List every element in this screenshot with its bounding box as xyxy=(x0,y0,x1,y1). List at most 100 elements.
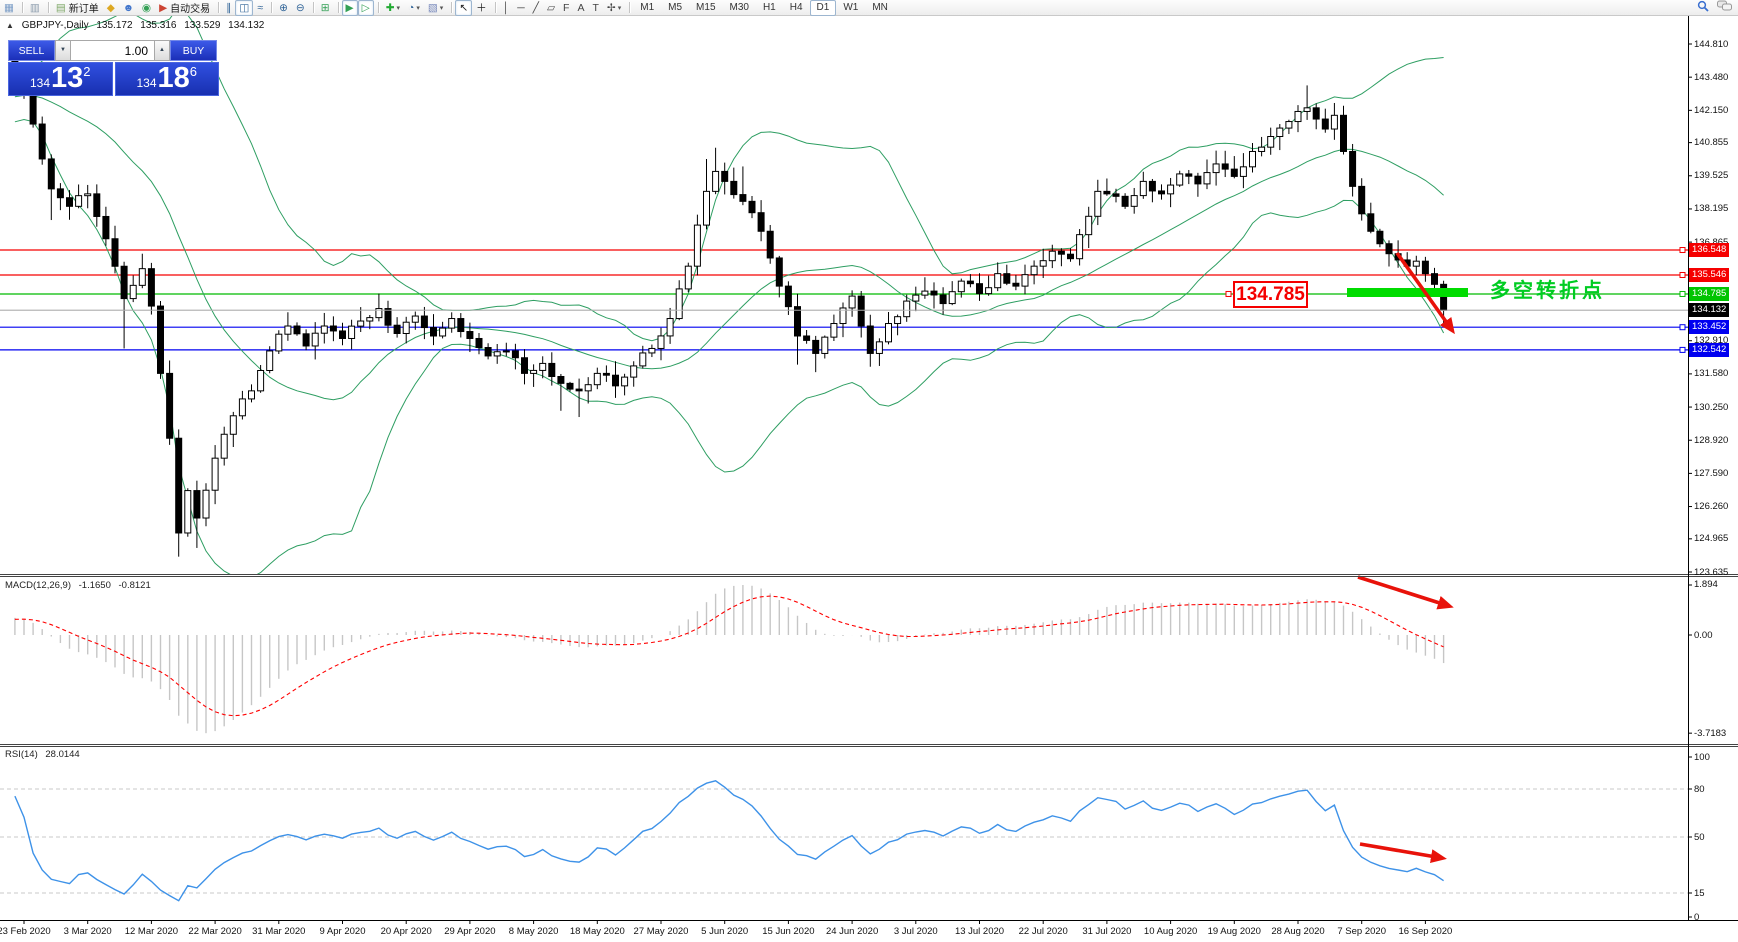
candle-body xyxy=(966,280,974,285)
candle-body xyxy=(175,437,183,534)
text-label-icon: T xyxy=(592,1,599,14)
tile-windows-button[interactable]: ⊞ xyxy=(317,0,334,16)
line-handle[interactable] xyxy=(1679,290,1686,297)
candle-body xyxy=(1148,180,1156,192)
new-order-button[interactable]: ▤ 新订单 xyxy=(52,0,103,16)
macd-down-arrow[interactable] xyxy=(1357,575,1454,610)
candle-body xyxy=(75,195,83,207)
data-window-button[interactable]: ▥ xyxy=(26,0,44,16)
turning-point-label[interactable]: 多空转折点 xyxy=(1490,280,1605,302)
zoom-in-button[interactable]: ⊕ xyxy=(275,0,292,16)
cursor-button[interactable]: ↖ xyxy=(455,0,473,16)
periods-button[interactable]: ◔ ▾ xyxy=(404,0,424,16)
price-pane[interactable] xyxy=(0,6,1688,578)
candle-body xyxy=(111,238,119,267)
ohlc-close: 134.132 xyxy=(228,20,265,31)
equidistant-channel-button[interactable]: ▱ xyxy=(543,0,559,16)
text-label-button[interactable]: T xyxy=(588,0,602,16)
timeframe-mn[interactable]: MN xyxy=(872,1,888,13)
timeframe-m15[interactable]: M15 xyxy=(696,1,716,13)
candle-body xyxy=(648,347,656,354)
candle-body xyxy=(320,325,328,334)
chevron-down-icon[interactable]: ▾ xyxy=(396,4,401,12)
vertical-line-button[interactable]: │ xyxy=(499,0,514,16)
candle-body xyxy=(366,317,374,322)
metaeditor-button[interactable]: ◆ xyxy=(103,0,119,16)
timeframe-m1[interactable]: M1 xyxy=(640,1,655,13)
price-down-arrow[interactable] xyxy=(1395,251,1455,335)
highlight-bar[interactable] xyxy=(1347,288,1468,297)
horizontal-line-button[interactable]: ─ xyxy=(513,0,528,16)
rsi-down-arrow[interactable] xyxy=(1359,842,1447,864)
timeframe-w1[interactable]: W1 xyxy=(843,1,859,13)
news-button[interactable]: ◉ xyxy=(138,0,155,16)
timeframe-m30[interactable]: M30 xyxy=(729,1,749,13)
fibonacci-icon: F xyxy=(563,1,570,14)
trendline-button[interactable]: ╱ xyxy=(529,0,543,16)
arrows-tool-button[interactable]: ✢ ▾ xyxy=(603,0,625,16)
volume-decrease-button[interactable]: ▼ xyxy=(55,40,71,61)
sell-price[interactable]: 134 13 2 xyxy=(8,62,113,96)
sell-button[interactable]: SELL xyxy=(8,40,55,61)
fibonacci-button[interactable]: F xyxy=(559,0,573,16)
candle-body xyxy=(684,265,692,290)
price-box-handle[interactable] xyxy=(1225,290,1232,297)
new-order-icon: ▤ xyxy=(55,1,66,14)
zoom-out-button[interactable]: ⊖ xyxy=(292,0,309,16)
sell-price-sup: 2 xyxy=(83,64,91,79)
line-handle[interactable] xyxy=(1679,346,1686,353)
buy-price[interactable]: 134 18 6 xyxy=(114,62,219,96)
candle-body xyxy=(511,350,519,359)
crosshair-button[interactable]: ＋ xyxy=(472,0,491,16)
collapse-icon[interactable]: ▲ xyxy=(6,21,14,30)
candle-body xyxy=(1194,175,1202,185)
candle-body xyxy=(329,325,337,332)
candle-body xyxy=(38,123,46,160)
chevron-down-icon[interactable]: ▾ xyxy=(617,4,622,12)
chat-icon[interactable] xyxy=(1717,0,1732,15)
community-button[interactable]: ☻ xyxy=(119,0,138,16)
timeframe-h4[interactable]: H4 xyxy=(789,1,803,13)
chevron-down-icon[interactable]: ▾ xyxy=(416,4,420,12)
templates-button[interactable]: ▧ ▾ xyxy=(424,0,447,16)
candle-body xyxy=(502,350,510,353)
candle-body xyxy=(1158,190,1165,195)
macd-pane[interactable] xyxy=(14,584,1445,734)
charts-window-button[interactable]: ▦ xyxy=(0,0,18,16)
price-axis-label: 139.525 xyxy=(1694,170,1729,182)
bar-chart-mode-button[interactable]: ∥ xyxy=(222,0,235,16)
chevron-down-icon[interactable]: ▾ xyxy=(439,4,444,12)
indicators-button[interactable]: ✚ ▾ xyxy=(382,0,404,16)
toolbar-separator xyxy=(271,2,273,13)
price-axis-label: 126.260 xyxy=(1694,501,1729,513)
price-axis-label: 123.635 xyxy=(1694,566,1729,578)
candlestick-mode-button[interactable]: ◫ xyxy=(235,0,254,16)
line-handle[interactable] xyxy=(1679,247,1686,254)
auto-scroll-button[interactable]: ▶ xyxy=(341,0,358,16)
new-order-label: 新订单 xyxy=(68,4,99,15)
macd-axis-label: 0.00 xyxy=(1694,629,1713,641)
date-axis-label: 22 Mar 2020 xyxy=(188,926,242,937)
rsi-pane[interactable] xyxy=(0,780,1688,902)
line-handle[interactable] xyxy=(1679,324,1686,331)
community-icon: ☻ xyxy=(122,1,134,14)
autotrading-icon: ▶ xyxy=(159,1,168,14)
search-icon[interactable] xyxy=(1697,0,1709,15)
date-axis-label: 23 Feb 2020 xyxy=(0,926,51,937)
timeframe-d1[interactable]: D1 xyxy=(809,0,837,16)
chart-shift-button[interactable]: ▷ xyxy=(357,0,374,16)
autotrading-button[interactable]: ▶ 自动交易 xyxy=(155,0,214,16)
candle-body xyxy=(530,369,538,374)
buy-button[interactable]: BUY xyxy=(170,40,217,61)
price-axis-label: 143.480 xyxy=(1694,71,1729,83)
timeframe-m5[interactable]: M5 xyxy=(668,1,683,13)
timeframe-h1[interactable]: H1 xyxy=(762,1,776,13)
line-handle[interactable] xyxy=(1679,271,1686,278)
line-chart-mode-button[interactable]: ≈ xyxy=(253,0,267,16)
volume-input[interactable] xyxy=(71,40,154,61)
text-button[interactable]: A xyxy=(573,0,588,16)
toolbar-separator xyxy=(47,2,49,13)
price-level-annotation[interactable]: 134.785 xyxy=(1233,281,1308,308)
volume-increase-button[interactable]: ▲ xyxy=(154,40,170,61)
